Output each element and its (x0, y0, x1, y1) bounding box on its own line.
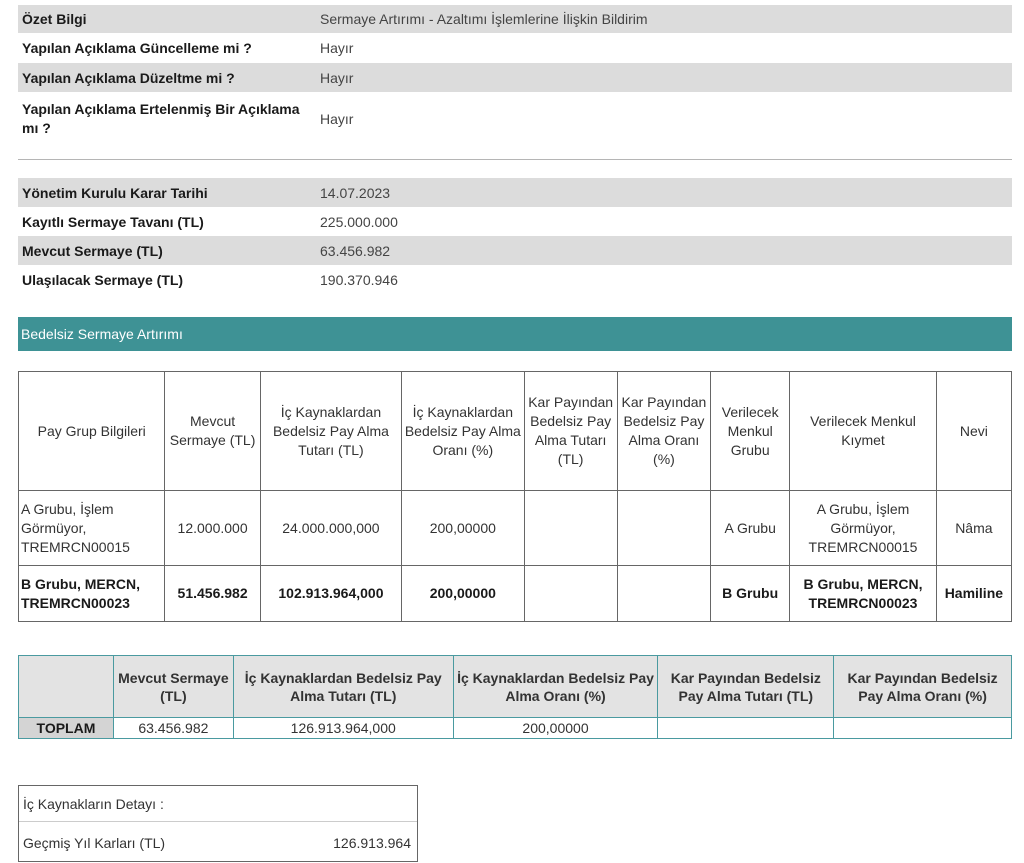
deferred-label: Yapılan Açıklama Ertelenmiş Bir Açıklama… (22, 101, 300, 136)
totals-header: Mevcut Sermaye (TL) İç Kaynaklardan Bede… (18, 655, 1012, 718)
board-date-label: Yönetim Kurulu Karar Tarihi (18, 178, 314, 207)
table-cell: 126.913.964,000 (232, 717, 454, 739)
correction-row: Yapılan Açıklama Düzeltme mi ? Hayır (18, 63, 1012, 92)
target-capital-row: Ulaşılacak Sermaye (TL) 190.370.946 (18, 265, 1012, 294)
header-cell: Kar Payından Bedelsiz Pay Alma Oranı (%) (833, 655, 1012, 718)
section-header: Bedelsiz Sermaye Artırımı (18, 317, 1012, 351)
board-date-value: 14.07.2023 (314, 178, 1012, 207)
table-cell (523, 490, 618, 566)
summary-row: Özet Bilgi Sermaye Artırımı - Azaltımı İ… (18, 5, 1012, 33)
table-cell: 200,00000 (401, 565, 525, 622)
header-cell: Nevi (935, 371, 1013, 491)
update-value: Hayır (320, 40, 354, 56)
current-capital-value: 63.456.982 (314, 236, 1012, 265)
target-capital-label: Ulaşılacak Sermaye (TL) (22, 271, 184, 288)
header-cell: İç Kaynaklardan Bedelsiz Pay Alma Tutarı… (232, 655, 454, 718)
ceiling-row: Kayıtlı Sermaye Tavanı (TL) 225.000.000 (18, 207, 1012, 236)
internal-sources-item: Geçmiş Yıl Karları (TL) 126.913.964 (19, 822, 417, 863)
capital-table: Yönetim Kurulu Karar Tarihi 14.07.2023 K… (18, 178, 1012, 294)
target-capital-value: 190.370.946 (320, 271, 398, 288)
header-cell: İç Kaynaklardan Bedelsiz Pay Alma Oranı … (401, 371, 525, 491)
internal-sources-title: İç Kaynakların Detayı : (19, 786, 417, 822)
deferred-value: Hayır (320, 111, 354, 127)
header-cell: İç Kaynaklardan Bedelsiz Pay Alma Tutarı… (259, 371, 403, 491)
table-cell: B Grubu, MERCN, TREMRCN00023 (789, 565, 937, 622)
table-cell (616, 490, 712, 566)
totals-row: TOPLAM 63.456.982 126.913.964,000 200,00… (18, 717, 1012, 739)
table-cell: A Grubu, İşlem Görmüyor, TREMRCN00015 (17, 490, 166, 566)
current-capital-row: Mevcut Sermaye (TL) 63.456.982 (18, 236, 1012, 265)
correction-value: Hayır (314, 63, 1012, 92)
table-cell: B Grubu (710, 565, 791, 622)
correction-label: Yapılan Açıklama Düzeltme mi ? (18, 63, 314, 92)
internal-sources-box: İç Kaynakların Detayı : Geçmiş Yıl Karla… (18, 785, 418, 862)
table-cell (833, 717, 1012, 739)
table-cell (523, 565, 618, 622)
table-cell: 12.000.000 (164, 490, 261, 566)
table-cell: 63.456.982 (112, 717, 234, 739)
summary-value: Sermaye Artırımı - Azaltımı İşlemlerine … (314, 5, 1012, 33)
current-capital-label: Mevcut Sermaye (TL) (18, 236, 314, 265)
header-cell: Verilecek Menkul Kıymet (789, 371, 937, 491)
header-cell: Verilecek Menkul Grubu (710, 371, 791, 491)
table-cell: 51.456.982 (164, 565, 261, 622)
update-label: Yapılan Açıklama Güncelleme mi ? (22, 40, 252, 56)
header-cell: Mevcut Sermaye (TL) (112, 655, 234, 718)
table-cell (616, 565, 712, 622)
ceiling-label: Kayıtlı Sermaye Tavanı (TL) (22, 213, 204, 230)
item-value: 126.913.964 (333, 834, 411, 851)
header-cell: Mevcut Sermaye (TL) (164, 371, 261, 491)
header-cell: Kar Payından Bedelsiz Pay Alma Tutarı (T… (657, 655, 835, 718)
table-cell: A Grubu, İşlem Görmüyor, TREMRCN00015 (789, 490, 937, 566)
table-cell: 200,00000 (401, 490, 525, 566)
board-date-row: Yönetim Kurulu Karar Tarihi 14.07.2023 (18, 178, 1012, 207)
empty-header-cell (18, 655, 114, 718)
share-table-header: Pay Grup Bilgileri Mevcut Sermaye (TL) İ… (17, 371, 1013, 491)
table-cell: Hamiline (935, 565, 1013, 622)
table-row: A Grubu, İşlem Görmüyor, TREMRCN00015 12… (17, 490, 1013, 566)
header-cell: İç Kaynaklardan Bedelsiz Pay Alma Oranı … (452, 655, 659, 718)
update-row: Yapılan Açıklama Güncelleme mi ? Hayır (18, 33, 1012, 63)
item-label: Geçmiş Yıl Karları (TL) (23, 834, 166, 851)
deferred-row: Yapılan Açıklama Ertelenmiş Bir Açıklama… (18, 92, 1012, 146)
header-cell: Pay Grup Bilgileri (17, 371, 166, 491)
header-cell: Kar Payından Bedelsiz Pay Alma Tutarı (T… (523, 371, 618, 491)
table-cell: 24.000.000,000 (259, 490, 403, 566)
summary-label: Özet Bilgi (18, 5, 314, 33)
table-cell (657, 717, 835, 739)
header-cell: Kar Payından Bedelsiz Pay Alma Oranı (%) (616, 371, 712, 491)
table-cell: 102.913.964,000 (259, 565, 403, 622)
ceiling-value: 225.000.000 (320, 213, 398, 230)
table-cell: B Grubu, MERCN, TREMRCN00023 (17, 565, 166, 622)
totals-label: TOPLAM (18, 717, 114, 739)
divider (18, 159, 1012, 160)
table-row: B Grubu, MERCN, TREMRCN00023 51.456.982 … (17, 565, 1013, 622)
table-cell: 200,00000 (452, 717, 659, 739)
summary-table: Özet Bilgi Sermaye Artırımı - Azaltımı İ… (18, 5, 1012, 146)
share-group-table: Pay Grup Bilgileri Mevcut Sermaye (TL) İ… (17, 371, 1013, 622)
totals-table: Mevcut Sermaye (TL) İç Kaynaklardan Bede… (18, 655, 1012, 739)
table-cell: A Grubu (710, 490, 791, 566)
table-cell: Nâma (935, 490, 1013, 566)
